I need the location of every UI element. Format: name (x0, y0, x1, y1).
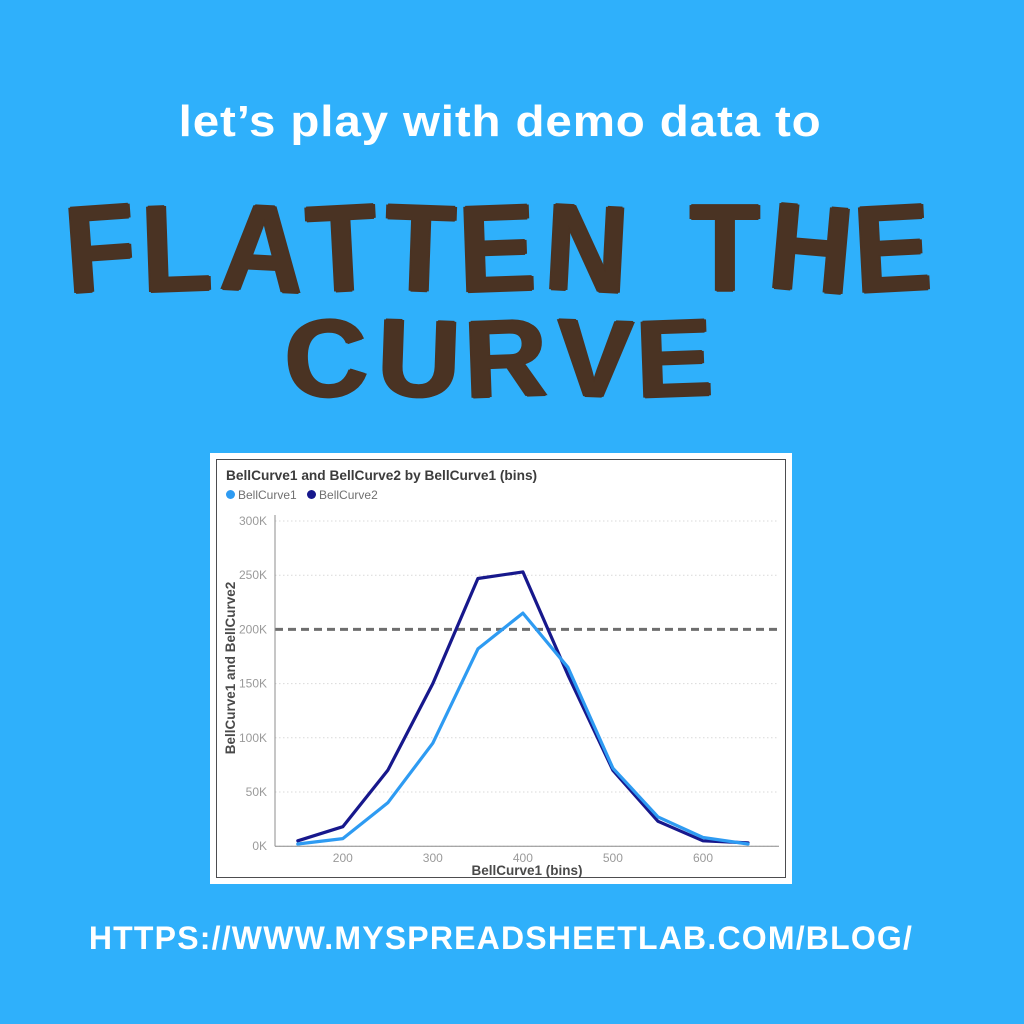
svg-text:300: 300 (423, 851, 443, 865)
svg-text:100K: 100K (239, 731, 267, 745)
svg-text:200: 200 (333, 851, 353, 865)
svg-text:150K: 150K (239, 677, 267, 691)
svg-text:250K: 250K (239, 568, 267, 582)
svg-text:500: 500 (603, 851, 623, 865)
svg-text:0K: 0K (252, 839, 267, 853)
svg-text:300K: 300K (239, 514, 267, 528)
svg-text:50K: 50K (246, 785, 267, 799)
svg-text:600: 600 (693, 851, 713, 865)
svg-text:BellCurve1 (bins): BellCurve1 (bins) (471, 863, 582, 878)
svg-text:BellCurve1 and BellCurve2: BellCurve1 and BellCurve2 (223, 582, 238, 755)
svg-text:200K: 200K (239, 622, 267, 636)
